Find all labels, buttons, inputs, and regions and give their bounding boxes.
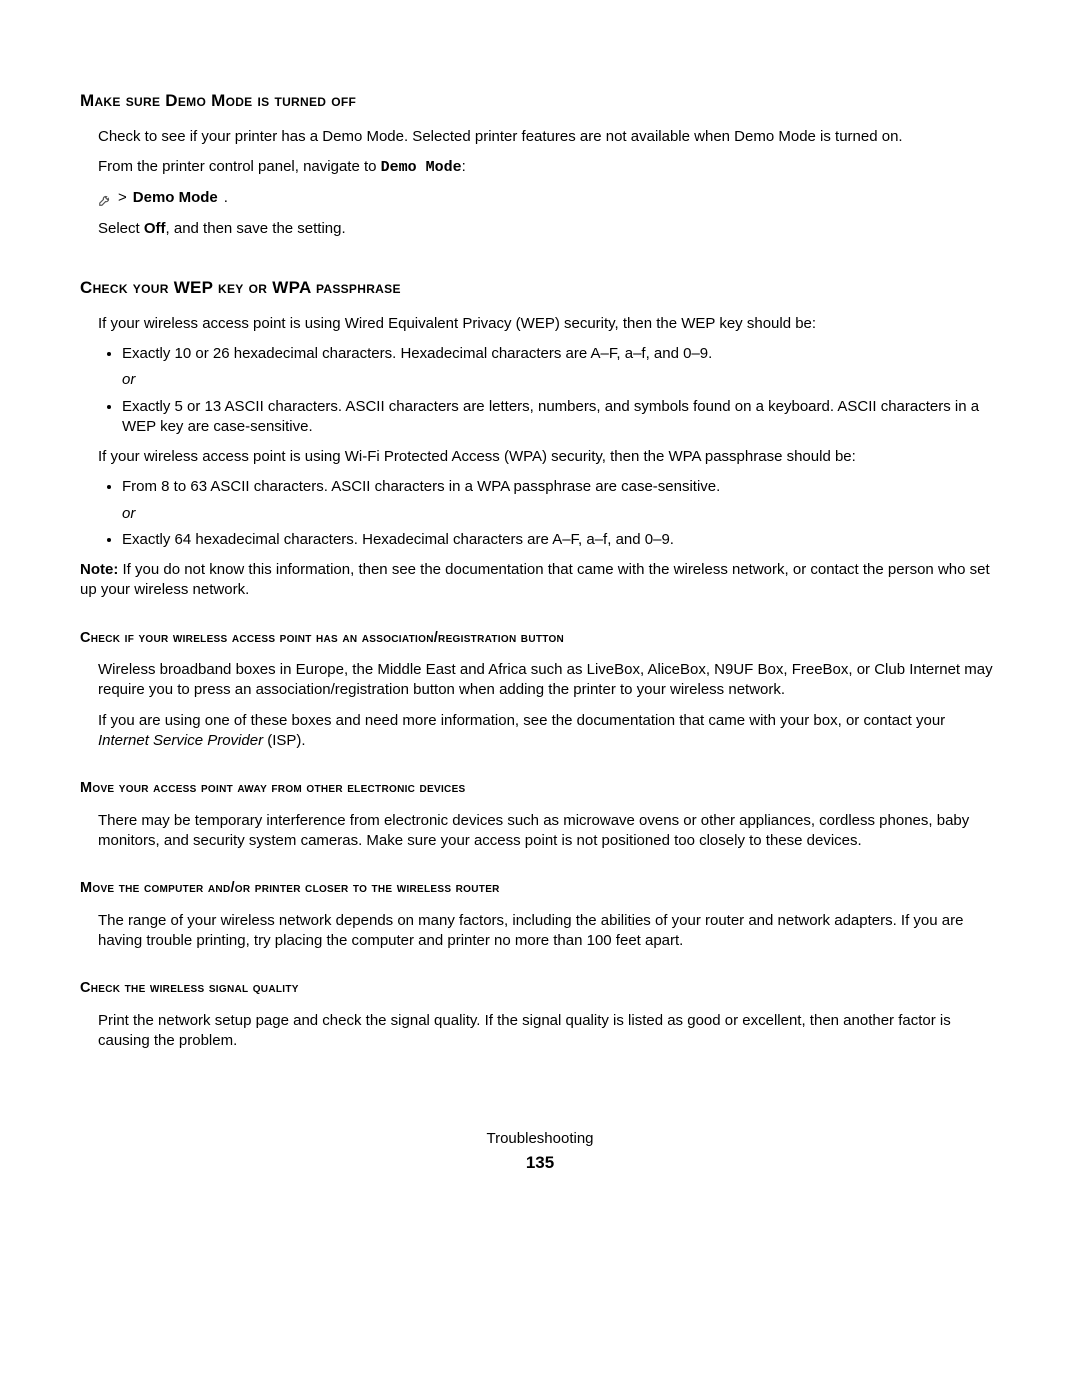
wep-or2: or bbox=[122, 504, 1000, 524]
block-signal: Print the network setup page and check t… bbox=[98, 1011, 1000, 1052]
demo-mode-off: Off bbox=[144, 220, 166, 237]
heading-demo-mode: Make sure Demo Mode is turned off bbox=[80, 90, 1000, 113]
heading-signal: Check the wireless signal quality bbox=[80, 979, 1000, 999]
wep-note: Note: If you do not know this informatio… bbox=[80, 560, 1000, 601]
demo-mode-p3-suffix: , and then save the setting. bbox=[166, 220, 346, 237]
heading-assoc: Check if your wireless access point has … bbox=[80, 629, 1000, 649]
heading-move-closer: Move the computer and/or printer closer … bbox=[80, 879, 1000, 899]
document-page: Make sure Demo Mode is turned off Check … bbox=[0, 0, 1080, 1397]
nav-demo-mode-label: Demo Mode bbox=[133, 188, 218, 208]
wep-note-body: If you do not know this information, the… bbox=[80, 561, 990, 598]
demo-mode-p2: From the printer control panel, navigate… bbox=[98, 157, 1000, 178]
block-move-ap: There may be temporary interference from… bbox=[98, 811, 1000, 852]
nav-gt: > bbox=[118, 188, 127, 208]
block-wep: If your wireless access point is using W… bbox=[98, 314, 1000, 550]
wep-b2a-text: From 8 to 63 ASCII characters. ASCII cha… bbox=[122, 478, 720, 495]
wep-or1: or bbox=[122, 370, 1000, 390]
wep-b1a-text: Exactly 10 or 26 hexadecimal characters.… bbox=[122, 345, 712, 362]
assoc-p1: Wireless broadband boxes in Europe, the … bbox=[98, 660, 1000, 701]
demo-mode-p3: Select Off, and then save the setting. bbox=[98, 219, 1000, 239]
nav-path: > Demo Mode. bbox=[98, 188, 1000, 208]
wep-b1a: Exactly 10 or 26 hexadecimal characters.… bbox=[122, 344, 1000, 391]
demo-mode-p2-suffix: : bbox=[462, 158, 466, 175]
demo-mode-mono: Demo Mode bbox=[381, 159, 462, 176]
wep-intro2: If your wireless access point is using W… bbox=[98, 447, 1000, 467]
wep-list-2: From 8 to 63 ASCII characters. ASCII cha… bbox=[98, 477, 1000, 550]
heading-wep: Check your WEP key or WPA passphrase bbox=[80, 277, 1000, 300]
wep-b1b: Exactly 5 or 13 ASCII characters. ASCII … bbox=[122, 397, 1000, 438]
wep-list-1: Exactly 10 or 26 hexadecimal characters.… bbox=[98, 344, 1000, 437]
wep-intro1: If your wireless access point is using W… bbox=[98, 314, 1000, 334]
page-footer: Troubleshooting 135 bbox=[80, 1129, 1000, 1174]
block-move-closer: The range of your wireless network depen… bbox=[98, 911, 1000, 952]
nav-period: . bbox=[224, 188, 228, 208]
demo-mode-p1: Check to see if your printer has a Demo … bbox=[98, 127, 1000, 147]
wrench-icon bbox=[98, 193, 112, 207]
move-closer-p1: The range of your wireless network depen… bbox=[98, 911, 1000, 952]
footer-page-number: 135 bbox=[80, 1152, 1000, 1175]
assoc-p2-suffix: (ISP). bbox=[263, 732, 306, 749]
footer-section-name: Troubleshooting bbox=[80, 1129, 1000, 1149]
assoc-isp-italic: Internet Service Provider bbox=[98, 732, 263, 749]
demo-mode-p3-prefix: Select bbox=[98, 220, 144, 237]
wep-note-label: Note: bbox=[80, 561, 118, 578]
assoc-p2: If you are using one of these boxes and … bbox=[98, 711, 1000, 752]
heading-move-ap: Move your access point away from other e… bbox=[80, 779, 1000, 799]
wep-b2a: From 8 to 63 ASCII characters. ASCII cha… bbox=[122, 477, 1000, 524]
block-assoc: Wireless broadband boxes in Europe, the … bbox=[98, 660, 1000, 751]
wep-b2b: Exactly 64 hexadecimal characters. Hexad… bbox=[122, 530, 1000, 550]
move-ap-p1: There may be temporary interference from… bbox=[98, 811, 1000, 852]
signal-p1: Print the network setup page and check t… bbox=[98, 1011, 1000, 1052]
assoc-p2-prefix: If you are using one of these boxes and … bbox=[98, 712, 945, 729]
demo-mode-p2-prefix: From the printer control panel, navigate… bbox=[98, 158, 381, 175]
block-demo-mode: Check to see if your printer has a Demo … bbox=[98, 127, 1000, 239]
